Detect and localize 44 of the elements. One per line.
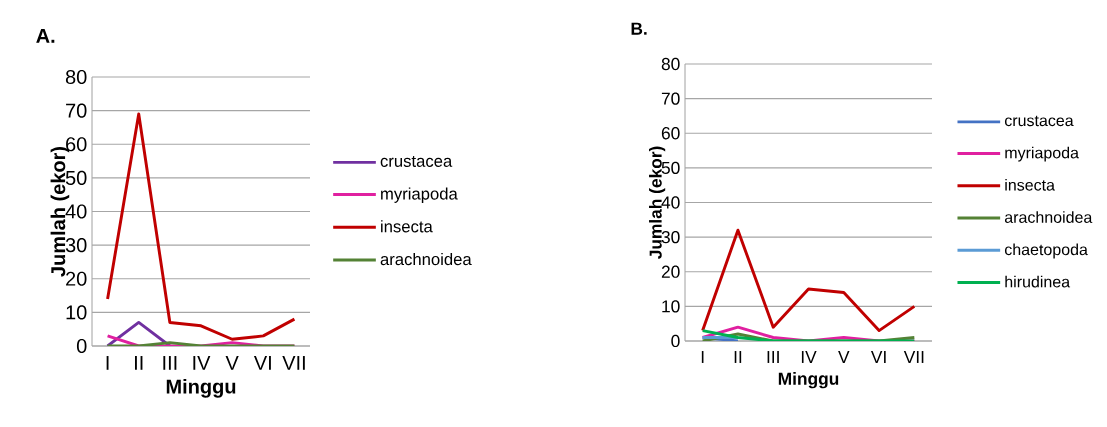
y-tick-label: 40: [661, 196, 680, 209]
y-tick-label: 40: [65, 204, 87, 219]
y-tick-label: 10: [662, 300, 680, 313]
legend-label: chaetopoda: [1004, 243, 1088, 259]
legend-label: crustacea: [1004, 115, 1074, 127]
x-tick-label: VII: [903, 351, 924, 363]
y-tick-label: 80: [65, 69, 87, 85]
x-tick-label: IV: [193, 356, 211, 370]
chart-title: A.: [36, 29, 55, 43]
line-series: [701, 228, 916, 333]
legend-label: arachnoidea: [380, 252, 472, 266]
legend-label: insecta: [381, 220, 433, 233]
y-tick-label: 30: [65, 238, 87, 253]
legend-label: arachnoidea: [1004, 211, 1093, 223]
x-tick-label: II: [734, 351, 742, 363]
y-tick-label: 0: [76, 338, 87, 354]
x-tick-label: IV: [801, 351, 817, 363]
x-tick-label: V: [225, 356, 239, 370]
legend-label: myriapoda: [381, 187, 458, 203]
x-axis-title: Minggu: [166, 378, 236, 398]
x-tick-label: III: [163, 356, 177, 370]
legend-label: insecta: [1005, 178, 1055, 191]
legend-label: myriapoda: [1005, 146, 1079, 162]
y-tick-label: 60: [661, 127, 680, 140]
y-tick-label: 20: [661, 265, 680, 278]
y-tick-label: 10: [66, 305, 87, 320]
x-tick-label: VII: [282, 356, 305, 370]
y-tick-label: 70: [661, 92, 680, 105]
y-tick-label: 0: [671, 334, 680, 348]
x-axis-title: Minggu: [778, 372, 839, 389]
x-tick-label: VI: [870, 351, 886, 363]
y-tick-label: 30: [661, 230, 680, 244]
x-tick-label: III: [767, 351, 779, 363]
x-tick-label: V: [838, 351, 850, 363]
legend-label: hirudinea: [1005, 275, 1071, 288]
y-tick-label: 70: [66, 103, 87, 118]
x-tick-label: II: [135, 356, 143, 370]
chart-title: B.: [631, 22, 647, 35]
y-tick-label: 80: [661, 57, 680, 71]
legend-label: crustacea: [380, 156, 453, 167]
x-tick-label: I: [701, 351, 704, 363]
line-series: [106, 112, 296, 341]
x-tick-label: I: [106, 356, 109, 370]
x-tick-label: VI: [253, 356, 271, 370]
